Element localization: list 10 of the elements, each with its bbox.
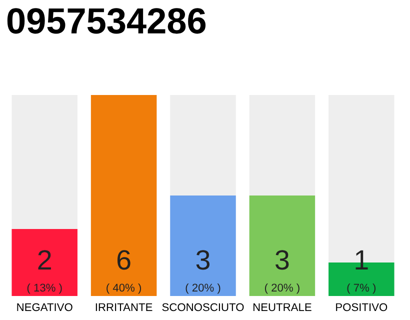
x-tick-label: NEUTRALE xyxy=(253,303,312,312)
data-label: 2 ( 13% ) xyxy=(27,250,62,294)
data-label: 3 ( 20% ) xyxy=(186,250,220,294)
data-label: 6 ( 40% ) xyxy=(106,250,142,294)
chart-title: 0957534286 xyxy=(7,8,206,34)
data-label: 3 ( 20% ) xyxy=(264,250,300,294)
x-tick-label: POSITIVO xyxy=(336,303,388,312)
x-tick-label: SCONOSCIUTO xyxy=(162,303,244,312)
x-tick-label: NEGATIVO xyxy=(17,303,72,312)
x-tick-label: IRRITANTE xyxy=(96,303,152,311)
